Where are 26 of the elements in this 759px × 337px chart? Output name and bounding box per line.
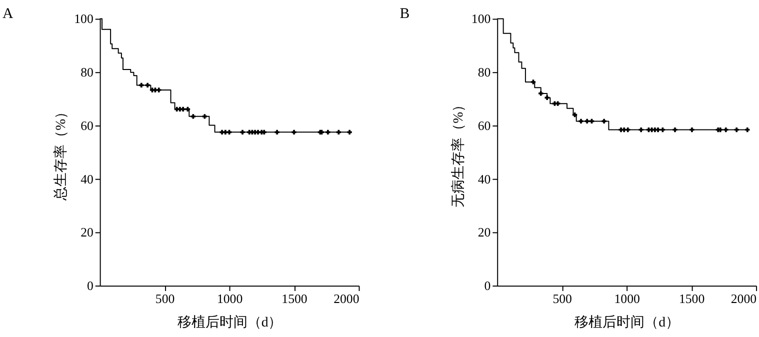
x-tick-label: 1500 (282, 292, 308, 306)
chart-title: A (2, 6, 14, 22)
chart-title: B (400, 6, 410, 22)
x-tick-label: 1500 (678, 292, 705, 306)
x-tick-label: 500 (552, 292, 572, 306)
y-tick-label: 100 (471, 12, 491, 26)
y-axis-title: 无病生存率（%） (450, 98, 466, 208)
x-tick-label: 1000 (216, 292, 243, 306)
y-tick-label: 60 (80, 118, 94, 133)
y-tick-label: 0 (484, 279, 491, 294)
y-tick-label: 80 (478, 66, 491, 80)
y-tick-label: 60 (478, 118, 491, 133)
y-tick-label: 20 (80, 226, 94, 240)
y-tick-label: 80 (80, 66, 94, 80)
y-axis-title: 总生存率（%） (53, 104, 68, 202)
y-tick-label: 100 (74, 12, 94, 26)
x-tick-label: 2000 (730, 292, 757, 306)
y-tick-label: 40 (80, 172, 94, 186)
y-tick-label: 20 (478, 226, 491, 240)
x-tick-label: 2000 (334, 292, 360, 306)
x-axis-title: 移植后时间（d） (574, 314, 680, 330)
x-axis-title: 移植后时间（d） (177, 314, 282, 330)
y-tick-label: 40 (478, 172, 491, 186)
x-tick-label: 1000 (614, 292, 640, 306)
x-tick-label: 500 (155, 292, 175, 306)
y-tick-label: 0 (86, 279, 94, 294)
